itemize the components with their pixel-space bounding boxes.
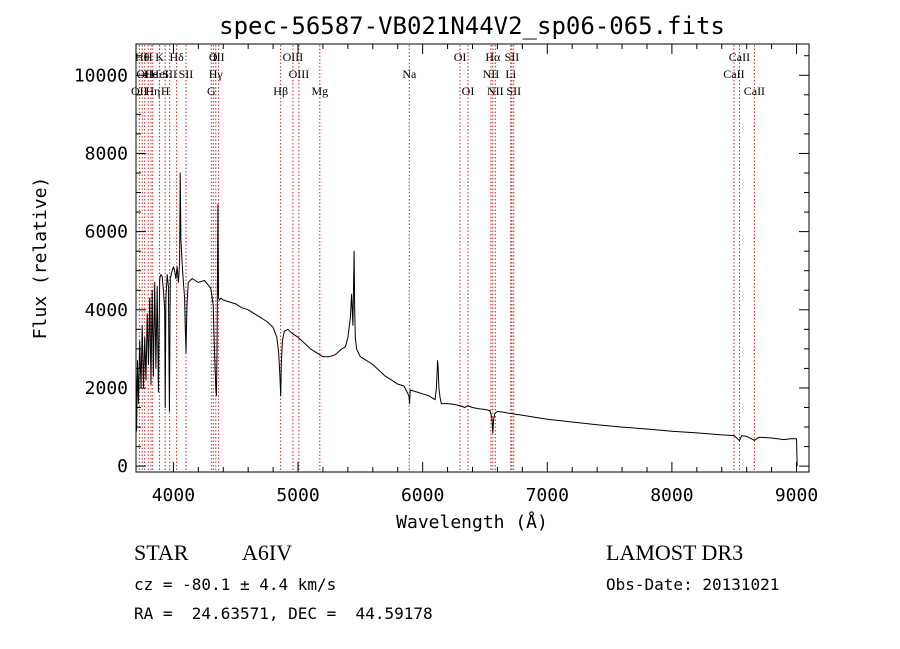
series-layer (135, 172, 798, 467)
x-tick-label-2: 6000 (401, 485, 444, 506)
line-marker-label-22: OI (462, 84, 475, 98)
y-tick-label-2: 4000 (85, 300, 128, 321)
line-marker-label-4: He (144, 67, 158, 81)
object-class: STAR (134, 540, 189, 565)
x-tick-label-1: 5000 (276, 485, 319, 506)
line-marker-label-20: Na (402, 67, 417, 81)
line-marker-label-13: O (209, 50, 218, 64)
y-tick-label-5: 10000 (74, 65, 128, 86)
line-marker-label-17: OIII (283, 50, 304, 64)
line-marker-label-28: SII (506, 84, 521, 98)
line-marker-label-30: CaII (729, 50, 750, 64)
line-marker-label-31: CaII (744, 84, 765, 98)
line-marker-label-11: SII (179, 67, 194, 81)
line-marker-label-16: Hβ (273, 84, 288, 98)
line-marker-label-27: SII (505, 50, 520, 64)
series-spectrum-line (135, 172, 798, 467)
line-marker-label-5: Hη (145, 84, 160, 98)
spectral-subclass: A6IV (242, 540, 292, 565)
line-marker-label-8: H (161, 84, 170, 98)
line-marker-label-15: III (213, 50, 225, 64)
line-marker-label-18: OIII (289, 67, 310, 81)
y-axis-label: Flux (relative) (30, 177, 51, 340)
line-marker-label-14: Hγ (209, 67, 224, 81)
coordinates: RA = 24.63571, DEC = 44.59178 (134, 604, 433, 623)
axes: 4000 5000 6000 7000 8000 9000 0 2000 4000 6000 800… (74, 44, 818, 506)
line-marker-label-23: NII (483, 67, 500, 81)
x-axis-label: Wavelength (Å) (396, 511, 548, 533)
line-marker-label-24: Hα (485, 50, 501, 64)
y-tick-label-1: 2000 (85, 378, 128, 399)
redshift-cz: cz = -80.1 ± 4.4 km/s (134, 575, 336, 594)
line-marker-label-3: H (144, 50, 153, 64)
y-tick-label-0: 0 (117, 456, 128, 477)
line-marker-label-2: OII (136, 67, 153, 81)
y-tick-label-3: 6000 (85, 222, 128, 243)
line-marker-label-21: OI (454, 50, 467, 64)
line-markers (138, 45, 755, 471)
survey-name: LAMOST DR3 (606, 540, 743, 565)
chart-title: spec-56587-VB021N44V2_sp06-065.fits (219, 12, 725, 40)
line-marker-label-19: Mg (311, 84, 328, 98)
x-tick-label-3: 7000 (526, 485, 569, 506)
y-tick-label-4: 8000 (85, 143, 128, 164)
line-marker-label-10: Hδ (169, 50, 184, 64)
line-marker-label-25: NII (487, 84, 504, 98)
x-tick-label-4: 8000 (650, 485, 693, 506)
line-marker-label-12: G (207, 84, 216, 98)
line-marker-label-29: CaII (723, 67, 744, 81)
line-marker-label-1: Hθ (135, 50, 150, 64)
observation-date: Obs-Date: 20131021 (606, 575, 779, 594)
line-marker-label-9: SII (162, 67, 177, 81)
line-marker-label-26: Li (505, 67, 516, 81)
x-tick-label-0: 4000 (152, 485, 195, 506)
x-tick-label-5: 9000 (775, 485, 818, 506)
line-marker-label-7: HeI (151, 67, 169, 81)
line-marker-label-0: OII (131, 84, 148, 98)
line-marker-label-6: K (155, 50, 164, 64)
line-marker-labels: OIIHθOIIHHeHηKHeIHSIIHδSIIGOHγIIIHβOIIIO… (131, 50, 765, 98)
